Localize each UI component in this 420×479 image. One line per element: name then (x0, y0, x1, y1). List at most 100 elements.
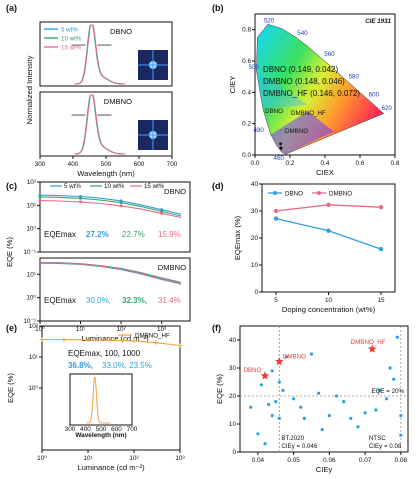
panel-label-a: (a) (6, 3, 17, 13)
eqe-marker-1-2-0 (38, 195, 42, 199)
e-inset-spectrum (86, 376, 111, 424)
f-data-point-12 (292, 397, 296, 401)
eqe-max-value-1-2: 22.7% (122, 230, 145, 239)
d-ytick-label-1: 10 (251, 262, 259, 269)
e-eqe-label: EQEmax, 100, 1000 (68, 349, 141, 358)
c-legend-text-2: 10 wt% (104, 183, 125, 190)
d-series-point-1-0 (273, 216, 279, 221)
d-plot-frame (261, 183, 396, 293)
d-legend-marker-1 (273, 191, 277, 195)
f-data-point-19 (334, 394, 339, 398)
c-ytick-label-0-3: 10² (27, 179, 36, 186)
f-xtick-label-1: 0.05 (287, 457, 300, 464)
eqe-line-1-3 (39, 200, 182, 219)
eqe-line-2-3 (39, 262, 182, 285)
e-inset-xtick-1: 400 (80, 426, 91, 433)
cie-wavelength-480: 480 (254, 127, 265, 134)
cie-wavelength-620: 620 (382, 105, 393, 112)
e-inset-xtick-3: 600 (111, 426, 122, 433)
legend-text-2: 10 wt% (61, 36, 82, 43)
e-series-marker-3 (107, 338, 112, 343)
e-inset-xlabel: Wavelength (nm) (75, 432, 126, 439)
f-data-point-2 (259, 383, 264, 387)
f-data-point-7 (274, 400, 278, 404)
cie-point-2 (279, 146, 283, 150)
e-inset-xtick-4: 700 (127, 426, 138, 433)
eqe-plot-frame-1 (39, 181, 191, 253)
a-ylabel: Normalized Intensity (25, 55, 34, 124)
f-xtick-label-4: 0.08 (395, 457, 408, 464)
f-ref-text-ntsc-b: CIEy = 0.08 (369, 443, 402, 450)
spectrum-label-1: DBNO (110, 27, 132, 36)
cie-wavelength-560: 560 (324, 51, 335, 58)
eqe-marker-1-3-6 (160, 211, 164, 215)
f-data-point-29 (395, 335, 399, 339)
f-highlight-star-2 (275, 357, 284, 366)
f-data-point-24 (374, 408, 378, 412)
f-plot-frame (239, 325, 409, 453)
f-data-point-27 (388, 366, 392, 370)
eqe-max-value-1-1: 27.2% (86, 230, 109, 239)
panel-label-e: (e) (6, 323, 17, 333)
f-data-point-8 (277, 380, 281, 384)
f-xtick-label-2: 0.06 (323, 457, 336, 464)
panel-label-f: (f) (212, 323, 221, 333)
f-data-point-20 (342, 400, 346, 404)
e-ytick-label-2: 10² (29, 323, 38, 330)
d-xtick-label-0: 5 (274, 297, 278, 304)
e-xtick-label-0: 10⁰ (37, 455, 47, 462)
f-data-point-11 (284, 355, 289, 359)
c-xlabel: Luminance (cd m⁻²) (81, 334, 149, 343)
d-series-point-2-1 (326, 202, 331, 207)
f-xtick-label-0: 0.04 (252, 457, 265, 464)
a-xtick-label-0: 300 (35, 161, 46, 168)
f-data-point-25 (377, 388, 382, 392)
b-ytick-label-1: 0.2 (242, 121, 251, 128)
cie-wavelength-500: 500 (249, 64, 260, 71)
eqe-max-value-1-3: 15.9% (158, 230, 181, 239)
f-highlight-star-3 (368, 344, 377, 353)
f-data-point-26 (384, 397, 389, 401)
f-xlabel: CIEy (316, 465, 333, 474)
eqe-max-value-2-1: 30.0%, (86, 296, 111, 305)
cie-point-3 (279, 142, 282, 146)
cie-entry-2: DMBNO (0.148, 0.046) (263, 77, 345, 86)
f-data-point-18 (327, 414, 331, 418)
d-ytick-label-4: 40 (251, 181, 259, 188)
d-xlabel: Doping concentration (wt%) (282, 305, 376, 314)
c-legend-text-3: 15 wt% (144, 183, 165, 190)
b-ytick-label-0: 0.0 (242, 152, 251, 159)
panel-label-b: (b) (212, 3, 224, 13)
cie-wavelength-600: 600 (369, 92, 380, 99)
eqe-marker-1-3-4 (119, 204, 123, 208)
f-xtick-label-3: 0.07 (359, 457, 372, 464)
f-highlight-label-1: DBNO (244, 367, 262, 374)
c-xtick-label-0: 10⁰ (35, 326, 45, 333)
e-xlabel: Luminance (cd m⁻²) (77, 463, 145, 472)
c-ytick-label-0-1: 10⁰ (26, 226, 36, 233)
d-xtick-label-1: 10 (325, 297, 333, 304)
eqe-marker-1-2-4 (119, 201, 123, 205)
eqe-line-1-1 (39, 194, 182, 215)
e-ytick-label-0: 10⁰ (28, 385, 38, 392)
cie-wavelength-520: 520 (264, 17, 275, 24)
f-data-point-31 (399, 433, 403, 437)
f-ytick-label-0: 0 (232, 449, 236, 456)
spectrum-line-1-3 (74, 24, 126, 85)
f-data-point-21 (349, 416, 353, 420)
cie-blue-region (270, 111, 334, 155)
d-series-point-2-0 (273, 208, 279, 214)
c-ylabel: EQE (%) (5, 237, 14, 267)
f-ytick-label-2: 20 (229, 393, 237, 400)
cie-cyan-region (256, 70, 308, 109)
c-ytick-label-0-2: 10¹ (27, 202, 36, 209)
f-data-point-16 (317, 391, 321, 395)
e-legend-text: DMBNO_HF (135, 333, 170, 340)
b-ylabel: CIEY (228, 76, 237, 94)
a-xtick-label-2: 500 (101, 161, 112, 168)
d-ylabel: EQEmax (%) (233, 215, 242, 260)
e-series-marker-1 (61, 337, 66, 342)
eqe-marker-1-3-2 (79, 200, 83, 204)
eqe-marker-1-2-2 (79, 196, 83, 200)
